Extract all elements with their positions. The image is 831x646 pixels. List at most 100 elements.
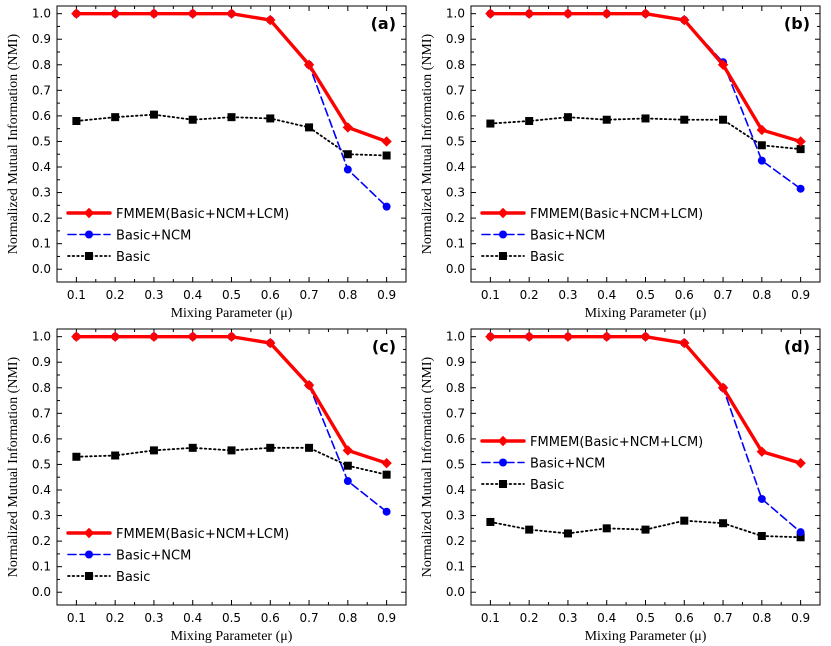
y-tick-label: 1.0: [446, 330, 465, 344]
y-tick-label: 0.6: [446, 432, 465, 446]
panel-label: (a): [371, 14, 396, 33]
y-tick-label: 0.3: [32, 186, 51, 200]
data-point: [382, 151, 391, 160]
x-tick-label: 0.3: [144, 611, 163, 625]
y-tick-label: 0.3: [32, 509, 51, 523]
x-tick-label: 0.8: [338, 288, 357, 302]
data-point: [187, 8, 198, 19]
data-point: [71, 8, 82, 19]
x-tick-label: 0.8: [338, 611, 357, 625]
data-point: [305, 123, 314, 132]
y-tick-label: 0.8: [32, 58, 51, 72]
data-point: [187, 331, 198, 342]
legend: FMMEM(Basic+NCM+LCM) Basic+NCM Basic: [480, 207, 703, 265]
data-point: [757, 141, 766, 150]
legend-entry: FMMEM(Basic+NCM+LCM): [530, 207, 703, 222]
y-tick-label: 1.0: [32, 7, 51, 21]
y-tick-label: 0.6: [32, 432, 51, 446]
data-point: [485, 8, 496, 19]
data-point: [641, 114, 650, 123]
series-1: [72, 332, 391, 516]
x-axis-title: Mixing Parameter (μ): [585, 629, 707, 644]
y-tick-label: 0.1: [446, 560, 465, 574]
y-tick-label: 0.0: [32, 262, 51, 276]
y-tick-label: 0.4: [32, 160, 51, 174]
y-tick-label: 0.0: [446, 262, 465, 276]
data-point: [266, 114, 275, 123]
data-point: [796, 184, 805, 193]
y-tick-label: 0.3: [446, 186, 465, 200]
x-tick-label: 0.9: [791, 611, 810, 625]
legend: FMMEM(Basic+NCM+LCM) Basic+NCM Basic: [66, 527, 289, 585]
panel-label: (d): [784, 337, 810, 356]
data-point: [226, 331, 237, 342]
legend-marker: [85, 550, 93, 559]
x-tick-label: 0.6: [261, 611, 280, 625]
data-point: [382, 470, 391, 479]
legend-marker: [499, 252, 507, 260]
series-line: [74, 334, 389, 465]
data-point: [188, 115, 197, 124]
y-tick-label: 0.6: [32, 109, 51, 123]
data-point: [111, 451, 120, 460]
y-tick-label: 0.2: [446, 211, 465, 225]
data-point: [227, 113, 236, 122]
plot-frame: [470, 5, 821, 283]
y-tick-label: 0.4: [32, 483, 51, 497]
series-line: [74, 11, 389, 144]
legend-marker: [499, 230, 507, 239]
data-point: [188, 443, 197, 452]
data-point: [640, 331, 651, 342]
y-tick-label: 0.0: [446, 585, 465, 599]
x-tick-label: 0.7: [714, 611, 733, 625]
data-point: [563, 113, 572, 122]
data-point: [679, 337, 690, 349]
series-1: [72, 9, 391, 211]
data-point: [796, 528, 805, 537]
data-point: [680, 115, 689, 124]
y-tick-label: 0.9: [32, 355, 51, 369]
x-tick-label: 0.9: [377, 288, 396, 302]
x-tick-label: 0.5: [636, 288, 655, 302]
x-tick-label: 0.3: [558, 611, 577, 625]
legend-entry: Basic+NCM: [530, 457, 605, 472]
y-tick-label: 0.9: [446, 355, 465, 369]
y-tick-label: 0.4: [446, 160, 465, 174]
data-point: [265, 14, 276, 26]
series-line: [75, 335, 388, 513]
plot-frame: [470, 328, 821, 606]
x-tick-label: 0.1: [67, 288, 86, 302]
data-point: [523, 331, 535, 342]
data-point: [265, 337, 276, 349]
data-point: [795, 457, 806, 469]
y-tick-label: 0.5: [32, 134, 51, 148]
data-point: [717, 59, 729, 70]
series-0: [485, 331, 806, 469]
data-point: [562, 331, 574, 342]
y-tick-label: 0.0: [32, 585, 51, 599]
series-2: [72, 110, 391, 160]
x-tick-label: 0.1: [481, 288, 500, 302]
data-point: [148, 331, 160, 342]
y-tick-label: 0.2: [32, 211, 51, 225]
legend-entry: Basic+NCM: [530, 229, 605, 244]
data-point: [381, 136, 392, 147]
data-point: [601, 8, 612, 19]
data-point: [796, 145, 805, 154]
data-point: [111, 113, 120, 122]
x-tick-label: 0.6: [675, 611, 694, 625]
data-point: [382, 507, 391, 516]
x-tick-label: 0.4: [597, 288, 616, 302]
data-point: [303, 380, 315, 391]
data-point: [757, 532, 766, 540]
data-point: [486, 517, 495, 526]
legend-entry: Basic: [116, 570, 150, 585]
data-point: [381, 457, 392, 469]
series-1: [486, 9, 805, 193]
data-point: [71, 331, 82, 342]
y-tick-label: 0.7: [446, 406, 465, 420]
y-tick-label: 0.6: [446, 109, 465, 123]
legend-entry: Basic: [530, 478, 564, 493]
y-tick-label: 0.5: [446, 457, 465, 471]
